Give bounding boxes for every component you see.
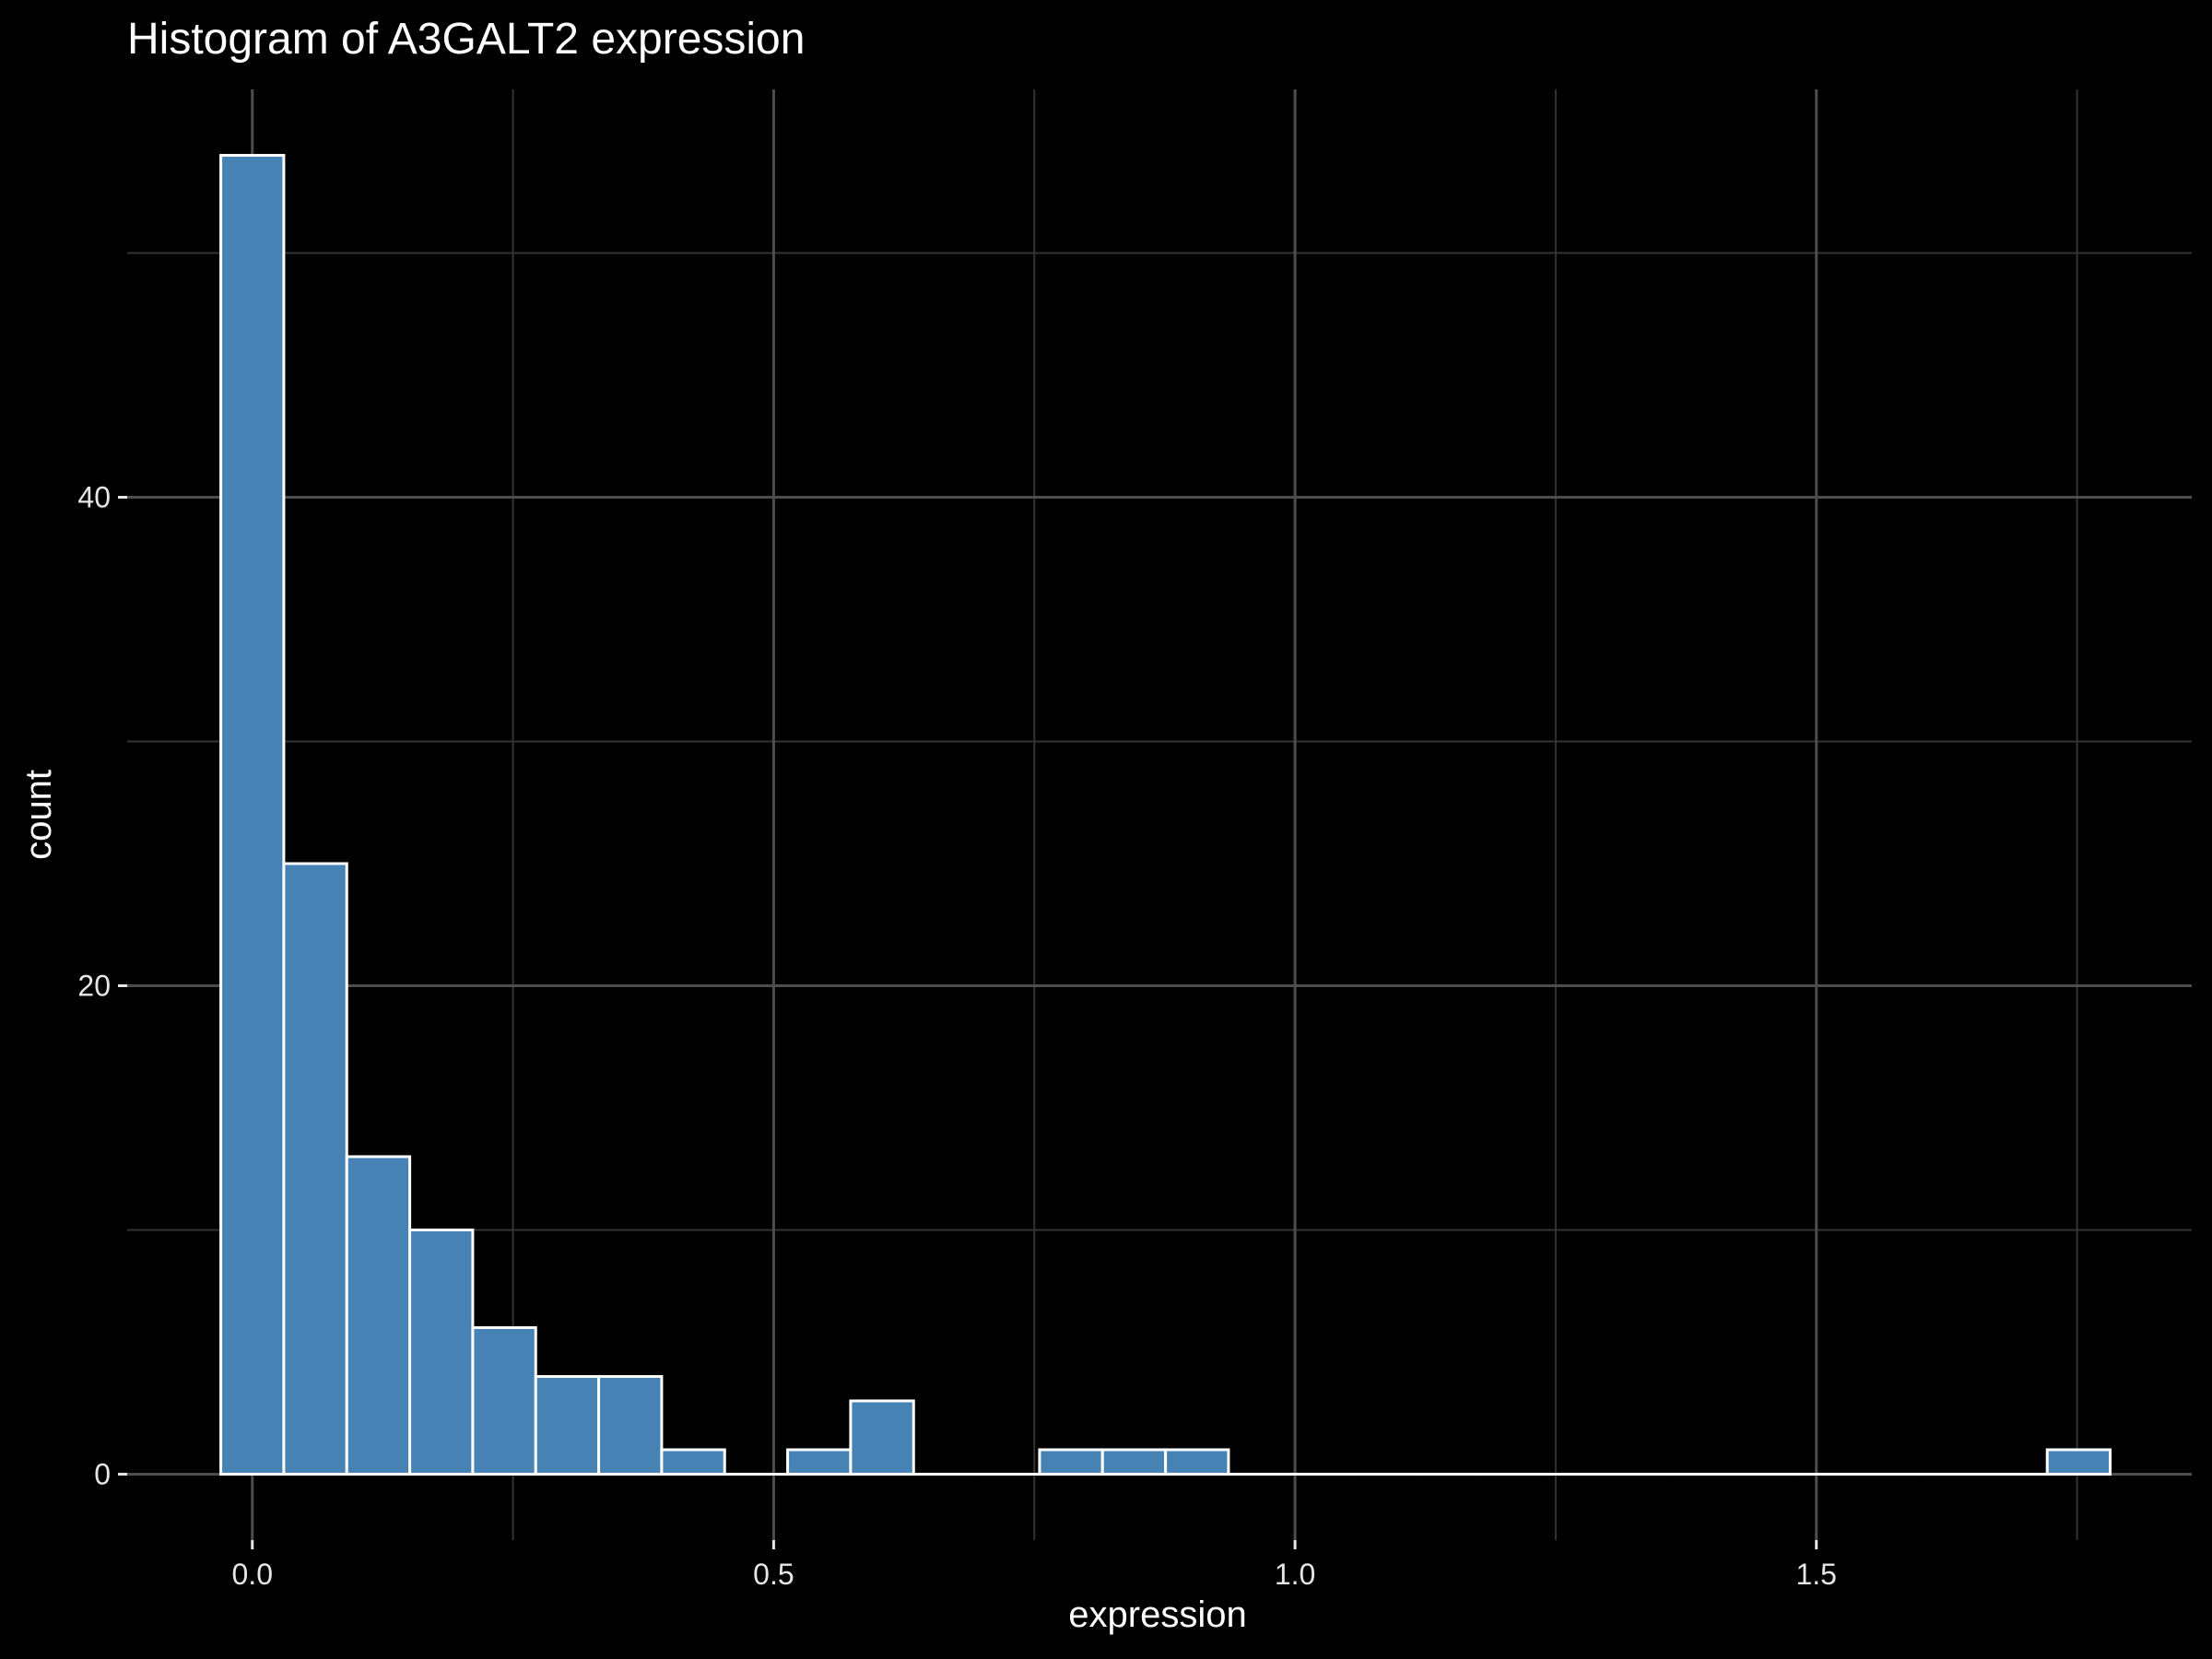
y-axis-title: count: [18, 770, 59, 860]
histogram-bar: [597, 1374, 664, 1476]
histogram-bar: [534, 1374, 601, 1476]
histogram-bar: [345, 1155, 412, 1476]
histogram-bar: [219, 154, 286, 1476]
histogram-bar: [282, 862, 348, 1476]
axes: 0.0 0.5 1.0 1.5 0 20 40: [77, 481, 1837, 1591]
histogram-bar: [2045, 1448, 2112, 1476]
x-tick-label: 0.5: [753, 1558, 794, 1591]
x-tick-label: 0.0: [232, 1558, 273, 1591]
histogram-bar: [786, 1448, 853, 1476]
y-tick-label: 20: [77, 969, 111, 1002]
y-tick-label: 40: [77, 481, 111, 514]
histogram-bar: [471, 1325, 537, 1476]
histogram-bars: [219, 154, 2112, 1476]
y-tick-label: 0: [94, 1457, 111, 1490]
histogram-bar: [849, 1399, 915, 1476]
histogram-bar: [660, 1448, 726, 1476]
x-tick-label: 1.5: [1795, 1558, 1836, 1591]
chart-title: Histogram of A3GALT2 expression: [127, 15, 805, 64]
histogram-bar: [1100, 1448, 1168, 1476]
x-tick-label: 1.0: [1275, 1558, 1315, 1591]
histogram-bar: [408, 1228, 475, 1476]
histogram-bar: [1038, 1448, 1104, 1476]
x-axis-title: expression: [1068, 1594, 1246, 1635]
histogram-bar: [1164, 1448, 1230, 1476]
